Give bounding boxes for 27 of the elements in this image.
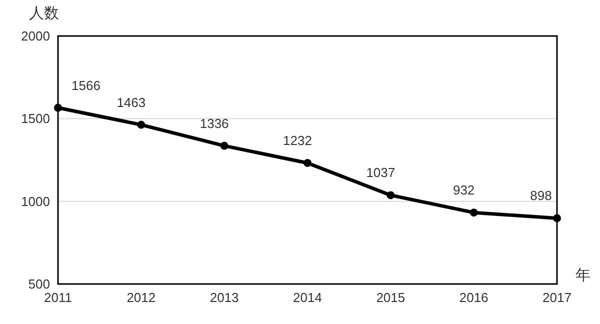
x-tick-label: 2012 bbox=[126, 290, 156, 305]
point bbox=[54, 104, 62, 112]
y-axis-title: 人数 bbox=[29, 5, 59, 22]
point bbox=[304, 158, 312, 167]
data-label: 1037 bbox=[366, 165, 396, 180]
data-label: 898 bbox=[530, 188, 552, 204]
x-tick-label: 2011 bbox=[44, 290, 72, 305]
point bbox=[553, 214, 561, 222]
y-tick-label: 2000 bbox=[21, 28, 50, 44]
data-label: 932 bbox=[452, 182, 475, 198]
y-tick-label: 1000 bbox=[21, 194, 50, 209]
point bbox=[470, 208, 478, 217]
y-tick-label: 1500 bbox=[21, 111, 50, 126]
data-label: 1336 bbox=[200, 116, 229, 131]
x-tick-label: 2016 bbox=[459, 290, 488, 305]
point bbox=[386, 191, 395, 200]
data-label: 1232 bbox=[283, 132, 312, 148]
x-tick-label: 2013 bbox=[210, 290, 239, 305]
data-label: 1463 bbox=[116, 94, 146, 110]
y-tick-label: 500 bbox=[28, 276, 50, 292]
point bbox=[137, 120, 146, 129]
x-tick-label: 2014 bbox=[293, 290, 322, 305]
x-tick-label: 2017 bbox=[542, 290, 572, 305]
point bbox=[220, 142, 228, 150]
x-axis-title: 年 bbox=[576, 267, 590, 284]
data-label: 1566 bbox=[72, 78, 100, 93]
x-tick-label: 2015 bbox=[376, 290, 406, 305]
